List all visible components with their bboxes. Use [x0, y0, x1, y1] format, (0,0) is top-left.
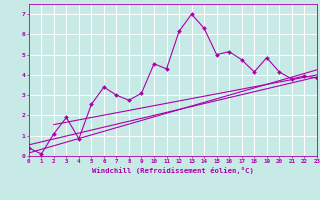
X-axis label: Windchill (Refroidissement éolien,°C): Windchill (Refroidissement éolien,°C)	[92, 167, 254, 174]
